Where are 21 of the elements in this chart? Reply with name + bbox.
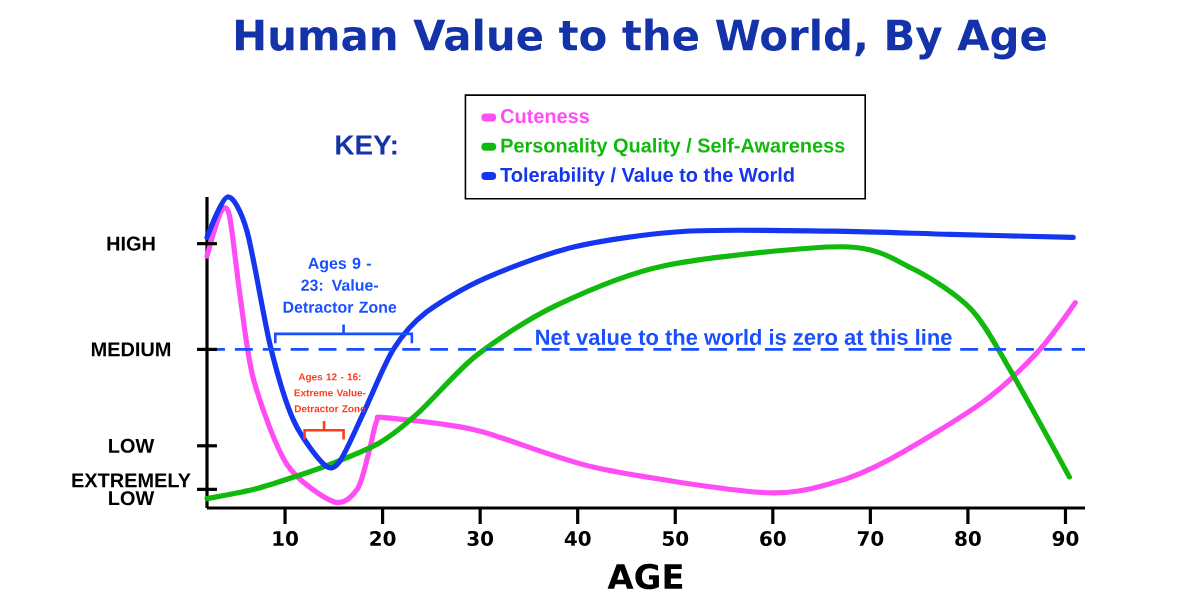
x-tick-label: 60 (760, 530, 786, 547)
text: HIGH (107, 236, 155, 251)
x-tick-label: 80 (955, 530, 981, 547)
x-tick-label: 40 (564, 530, 591, 547)
legend-label: Cuteness (500, 109, 590, 124)
annotation: Ages 9 - 23: Value-Detractor Zone (283, 257, 397, 313)
x-tick-label: 10 (273, 530, 298, 547)
legend-label: Personality Quality / Self-Awareness (501, 137, 845, 157)
text: EXTREMELY LOW (72, 473, 191, 506)
ref-line-label: Net value to the world is zero at this line (536, 328, 952, 346)
x-axis-title: AGE (607, 563, 683, 590)
text: MEDIUM (91, 342, 171, 357)
x-tick-label: 30 (467, 530, 494, 547)
x-tick-label: 90 (1052, 530, 1079, 547)
x-tick-label: 70 (857, 530, 884, 547)
legend-label: Tolerability / Value to the World (500, 167, 794, 186)
text: LOW (109, 438, 155, 453)
chart-title: Human Value to the World, By Age (235, 18, 1046, 60)
x-tick-label: 50 (662, 530, 689, 547)
x-tick-label: 20 (370, 530, 396, 547)
legend-title: KEY: (336, 135, 397, 155)
